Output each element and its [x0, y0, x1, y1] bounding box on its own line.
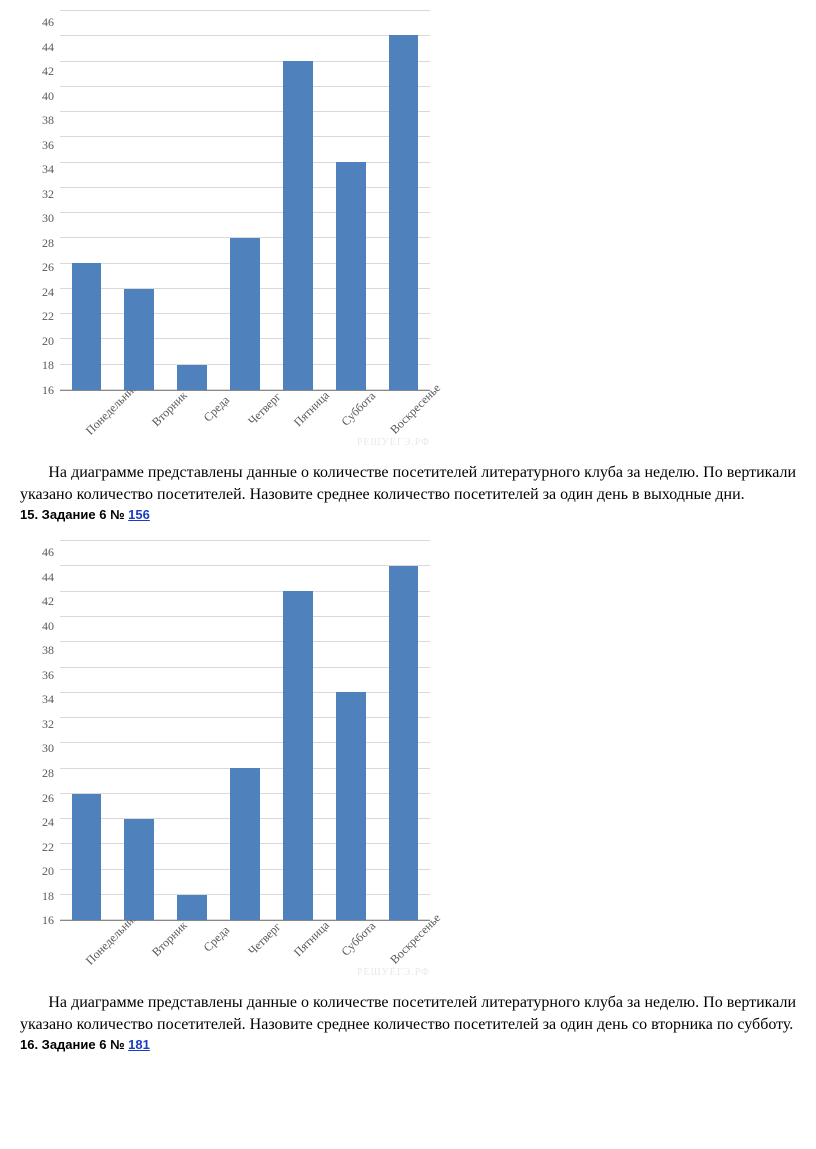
bar — [177, 895, 207, 920]
bar-slot — [166, 10, 219, 390]
y-tick: 20 — [30, 335, 54, 347]
bar — [336, 162, 366, 390]
y-tick: 38 — [30, 114, 54, 126]
y-tick: 22 — [30, 841, 54, 853]
y-tick: 30 — [30, 742, 54, 754]
bar-slot — [271, 540, 324, 920]
bar — [124, 289, 154, 390]
y-tick: 40 — [30, 620, 54, 632]
task-2-line: 16. Задание 6 № 181 — [20, 1037, 796, 1052]
bar-slot — [219, 10, 272, 390]
y-tick: 36 — [30, 139, 54, 151]
y-tick: 46 — [30, 546, 54, 558]
bar — [389, 35, 419, 390]
bar-slot — [219, 540, 272, 920]
task-2-link[interactable]: 181 — [128, 1037, 150, 1052]
y-tick: 44 — [30, 571, 54, 583]
y-tick: 40 — [30, 90, 54, 102]
y-tick: 24 — [30, 286, 54, 298]
desc1-text: На диаграмме представлены данные о колич… — [20, 464, 796, 503]
y-tick: 28 — [30, 767, 54, 779]
bar — [124, 819, 154, 920]
y-tick: 44 — [30, 41, 54, 53]
bar — [72, 263, 102, 390]
bar-slot — [113, 10, 166, 390]
bar-slot — [377, 10, 430, 390]
bar — [230, 238, 260, 390]
task-2-prefix: 16. Задание 6 № — [20, 1037, 128, 1052]
y-tick: 16 — [30, 384, 54, 396]
bar-slot — [166, 540, 219, 920]
bar-slot — [324, 10, 377, 390]
bar — [389, 566, 419, 921]
bar — [72, 794, 102, 921]
chart-2: 16182022242628303234363840424446Понедель… — [20, 530, 796, 988]
bar — [177, 365, 207, 390]
y-tick: 34 — [30, 163, 54, 175]
y-tick: 36 — [30, 669, 54, 681]
bar-slot — [324, 540, 377, 920]
desc1-lead — [20, 464, 48, 481]
bar-slot — [113, 540, 166, 920]
y-tick: 42 — [30, 595, 54, 607]
bar — [283, 591, 313, 920]
y-axis: 16182022242628303234363840424446 — [30, 10, 54, 390]
chart-1: 16182022242628303234363840424446Понедель… — [20, 0, 796, 458]
description-1: На диаграмме представлены данные о колич… — [20, 462, 796, 505]
y-tick: 22 — [30, 310, 54, 322]
bar-slot — [271, 10, 324, 390]
bar — [230, 768, 260, 920]
y-tick: 18 — [30, 359, 54, 371]
y-tick: 34 — [30, 693, 54, 705]
y-tick: 42 — [30, 65, 54, 77]
y-tick: 30 — [30, 212, 54, 224]
y-tick: 26 — [30, 261, 54, 273]
task-1-line: 15. Задание 6 № 156 — [20, 507, 796, 522]
y-tick: 18 — [30, 890, 54, 902]
y-tick: 32 — [30, 188, 54, 200]
desc2-text: На диаграмме представлены данные о колич… — [20, 994, 796, 1033]
task-1-link[interactable]: 156 — [128, 507, 150, 522]
y-tick: 20 — [30, 865, 54, 877]
plot-area: 16182022242628303234363840424446 — [60, 10, 430, 391]
bar — [283, 61, 313, 390]
desc2-lead — [20, 994, 48, 1011]
bar-slot — [60, 540, 113, 920]
plot-area: 16182022242628303234363840424446 — [60, 540, 430, 921]
y-tick: 32 — [30, 718, 54, 730]
y-tick: 24 — [30, 816, 54, 828]
y-tick: 46 — [30, 16, 54, 28]
bar — [336, 692, 366, 920]
y-axis: 16182022242628303234363840424446 — [30, 540, 54, 920]
y-tick: 26 — [30, 792, 54, 804]
description-2: На диаграмме представлены данные о колич… — [20, 992, 796, 1035]
task-1-prefix: 15. Задание 6 № — [20, 507, 128, 522]
y-tick: 38 — [30, 644, 54, 656]
y-tick: 28 — [30, 237, 54, 249]
bar-slot — [60, 10, 113, 390]
y-tick: 16 — [30, 914, 54, 926]
bar-slot — [377, 540, 430, 920]
